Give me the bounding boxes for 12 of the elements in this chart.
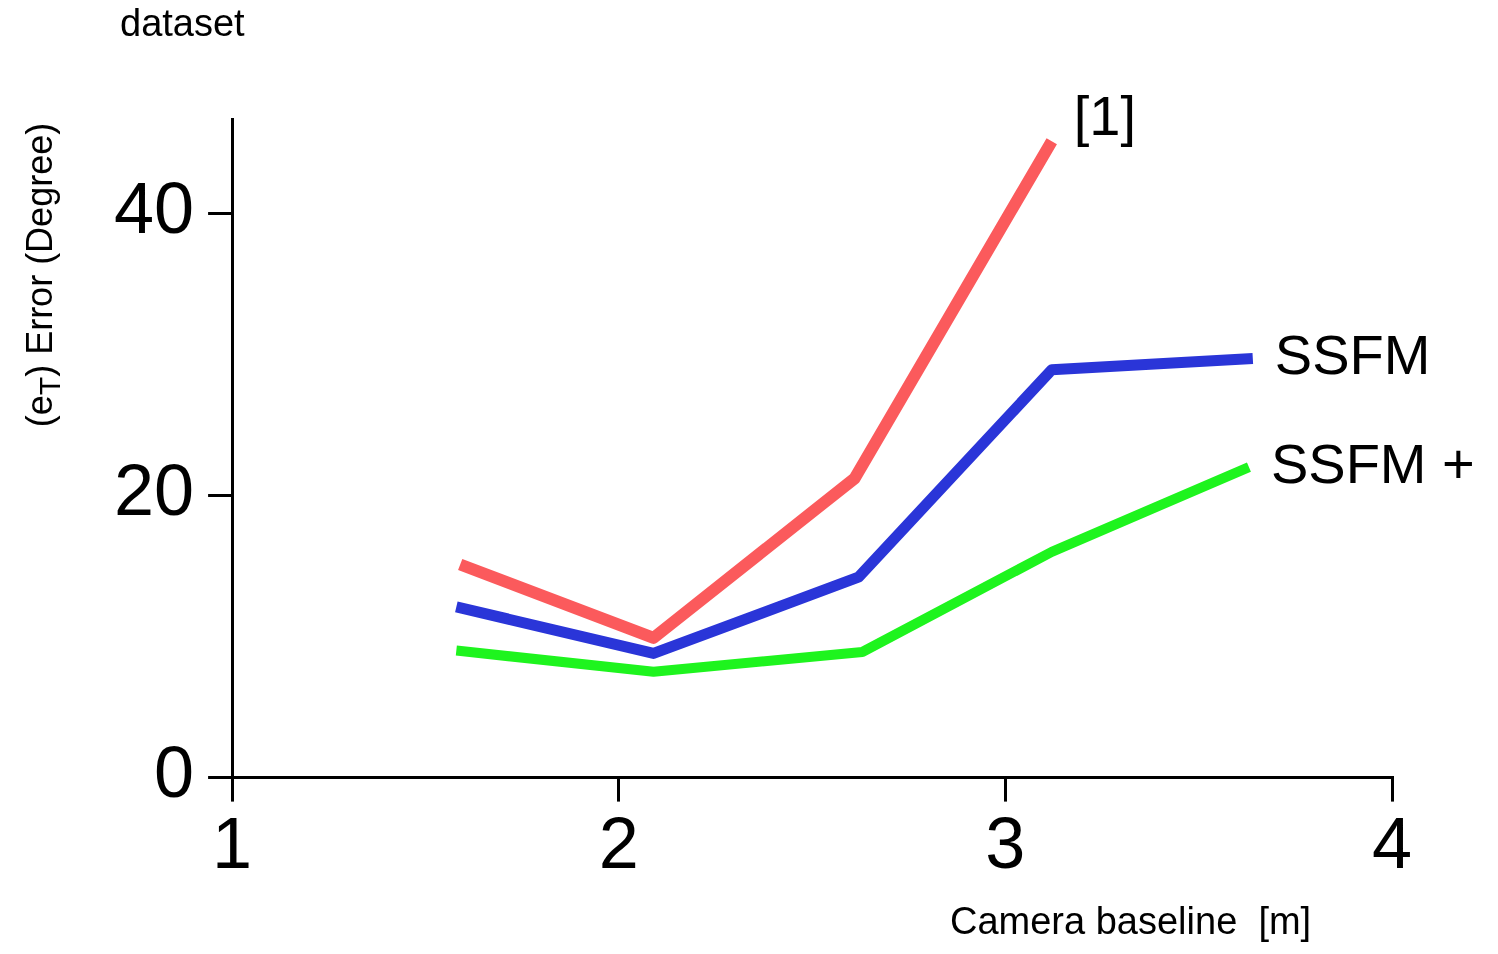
- x-axis-title: Camera baseline [m]: [950, 900, 1312, 943]
- y-tick-label: 20: [113, 450, 195, 531]
- chart-title: dataset: [120, 2, 245, 45]
- series-label: [1]: [1073, 83, 1137, 147]
- y-tick-label: 40: [113, 167, 195, 248]
- x-tick-label: 3: [985, 802, 1026, 883]
- x-tick-label: 4: [1371, 802, 1413, 883]
- series-label: SSFM: [1274, 322, 1431, 386]
- y-tick-label: 0: [154, 732, 195, 813]
- series-label: SSFM +: [1270, 431, 1475, 495]
- x-tick-label: 1: [212, 802, 253, 883]
- x-tick-label: 2: [598, 802, 639, 883]
